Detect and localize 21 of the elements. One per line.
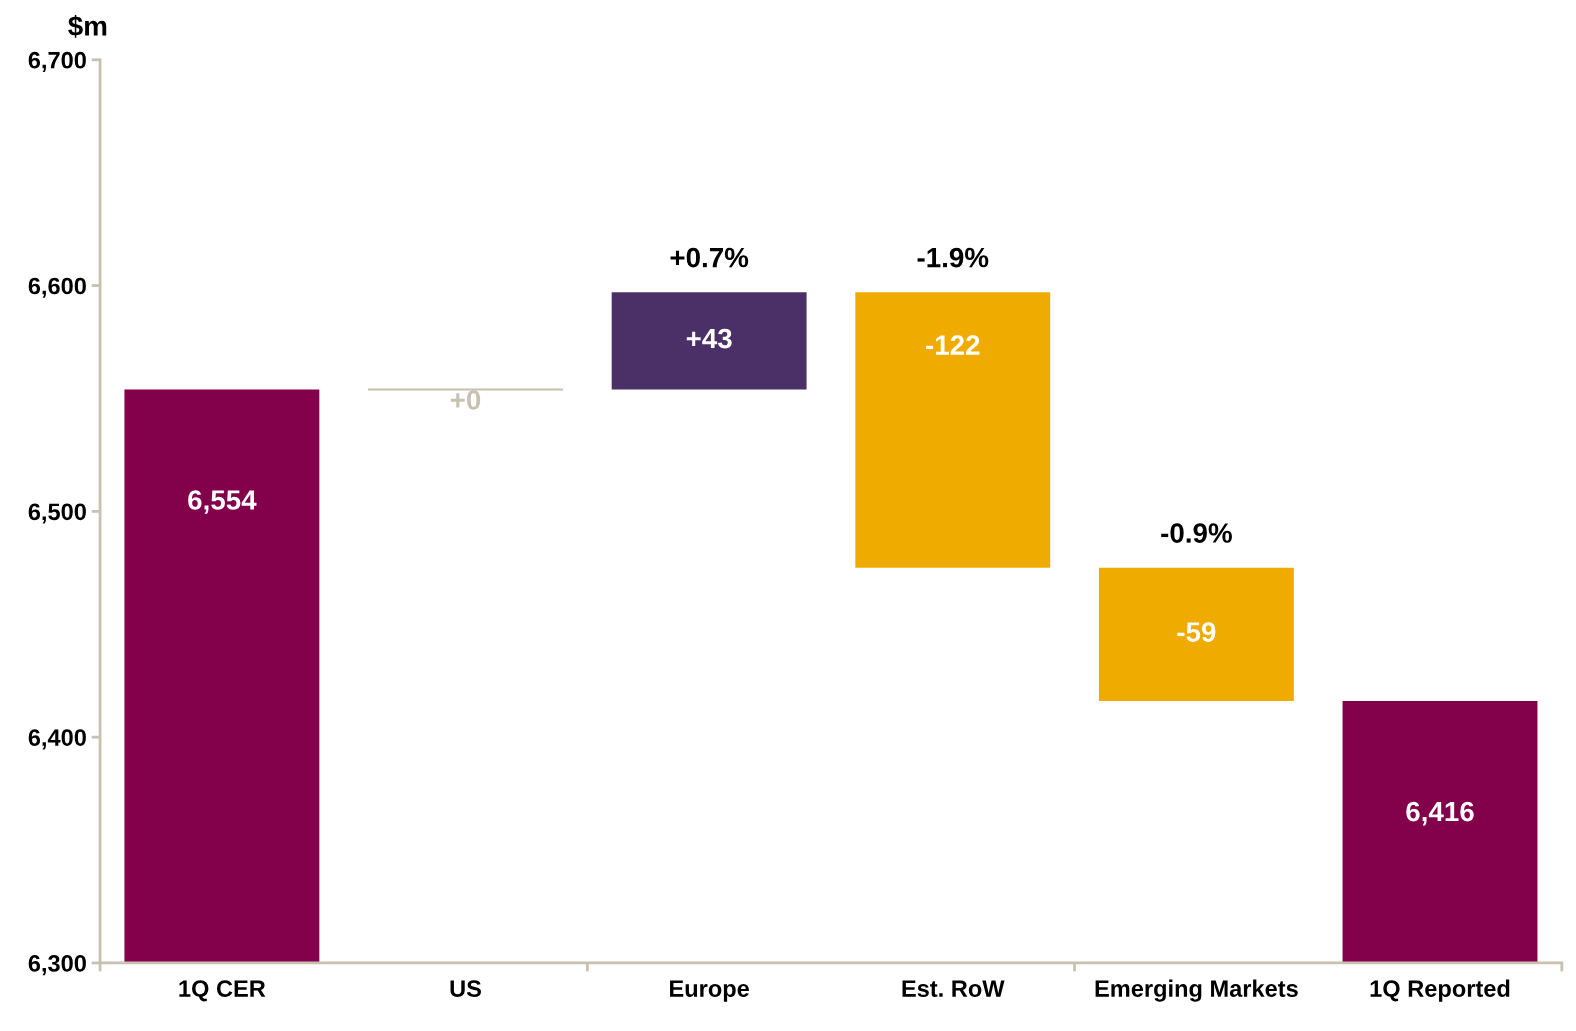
y-tick-label: 6,300 (28, 955, 86, 976)
data-label: +0 (450, 390, 481, 410)
x-tick-label: Emerging Markets (1095, 979, 1298, 1002)
data-label: -59 (1177, 622, 1216, 642)
y-tick-label: 6,600 (28, 277, 86, 298)
data-label: +43 (686, 328, 732, 349)
data-label: 6,416 (1406, 801, 1474, 826)
data-label: -122 (926, 335, 980, 355)
x-tick-label: Europe (670, 980, 749, 1002)
x-tick-label: 1Q CER (179, 980, 266, 1002)
data-label: 6,554 (188, 490, 257, 514)
annotation: -1.9% (917, 247, 989, 268)
x-tick-label: Est. RoW (902, 980, 1005, 997)
annotation: +0.7% (670, 247, 749, 268)
y-tick-label: 6,700 (28, 51, 86, 73)
y-axis-title: $m (68, 14, 107, 38)
x-tick-label: US (450, 980, 481, 997)
y-tick-label: 6,500 (28, 503, 86, 524)
annotation: -0.9% (1161, 523, 1232, 543)
x-tick-label: 1Q Reported (1370, 979, 1510, 1002)
y-tick-label: 6,400 (28, 729, 86, 750)
